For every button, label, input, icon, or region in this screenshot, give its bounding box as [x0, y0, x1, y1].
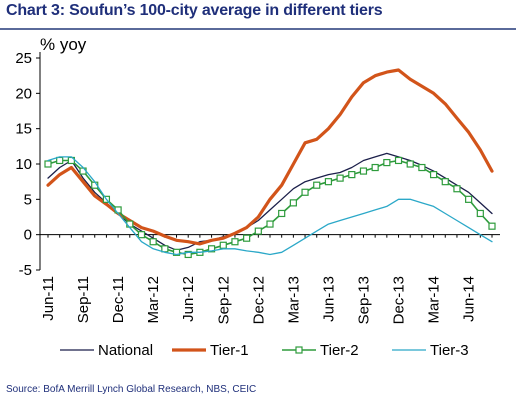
data-point [137, 231, 146, 239]
chart-axes: 25 20 15 10 5 0 -5 % yoy Jun-11 Sep-11 Dec-11 Mar-1… [15, 35, 500, 324]
data-point [149, 238, 157, 246]
x-tick-label: Mar-14 [426, 276, 443, 324]
y-tick-label: 15 [15, 121, 32, 138]
data-point [56, 156, 64, 165]
legend-label-tier-1: Tier-1 [210, 342, 249, 359]
series-line-tier-1 [46, 68, 494, 246]
y-tick-label: -5 [19, 262, 32, 279]
data-point [266, 220, 274, 228]
data-point [418, 163, 426, 172]
x-tick-label: Jun-12 [180, 276, 197, 322]
x-tick-label: Mar-12 [145, 276, 162, 324]
legend-label-tier-3: Tier-3 [430, 342, 469, 359]
data-point [336, 174, 344, 182]
x-tick-label: Jun-11 [40, 276, 57, 321]
x-tick-label: Mar-13 [285, 276, 302, 324]
data-point [406, 160, 414, 168]
y-tick-label: 25 [15, 50, 32, 67]
x-tick-label: Sep-11 [75, 276, 92, 323]
chart-title: Chart 3: Soufun’s 100-city average in di… [6, 2, 383, 19]
x-tick-label: Dec-12 [250, 276, 267, 324]
data-point [313, 181, 321, 189]
data-point [219, 241, 227, 249]
data-point [348, 171, 356, 179]
line-chart: 25 20 15 10 5 0 -5 % yoy Jun-11 Sep-11 Dec-11 Mar-1… [15, 35, 500, 359]
y-tick-label: 5 [24, 191, 32, 208]
title-divider [0, 28, 516, 30]
data-point [172, 248, 181, 256]
data-point [465, 195, 473, 203]
legend-label-national: National [98, 342, 153, 359]
x-tick-label: Dec-11 [110, 276, 127, 323]
data-point [359, 167, 368, 175]
x-tick-label: Sep-12 [215, 276, 232, 324]
legend-marker [295, 346, 303, 354]
data-point [231, 238, 239, 246]
data-point [488, 222, 496, 230]
data-point [243, 234, 251, 242]
data-point [441, 178, 449, 186]
data-point [207, 245, 216, 253]
data-point [184, 250, 192, 259]
data-point [394, 156, 403, 165]
data-point [429, 171, 438, 179]
y-axis-unit-label: % yoy [40, 35, 87, 54]
data-point [79, 167, 87, 175]
data-point [161, 245, 169, 253]
data-point [44, 160, 52, 168]
y-tick-label: 10 [15, 156, 32, 173]
data-point [254, 227, 262, 235]
data-point [114, 206, 122, 214]
chart-legend: National Tier-1 Tier-2 Tier-3 [60, 342, 469, 359]
data-point [278, 209, 286, 218]
x-tick-label: Jun-13 [320, 276, 337, 322]
x-tick-label: Dec-13 [391, 276, 408, 324]
data-point [453, 185, 461, 193]
series-layer [44, 68, 496, 259]
y-tick-label: 0 [24, 227, 32, 244]
legend-label-tier-2: Tier-2 [320, 342, 359, 359]
y-tick-label: 20 [15, 85, 32, 102]
x-tick-label: Sep-13 [355, 276, 372, 324]
data-point [289, 199, 297, 207]
data-point [383, 158, 391, 167]
data-point [371, 163, 379, 172]
source-note: Source: BofA Merrill Lynch Global Resear… [6, 384, 257, 395]
x-tick-label: Jun-14 [461, 276, 478, 322]
data-point [476, 209, 484, 218]
series-line-tier-3 [47, 156, 493, 256]
data-point [301, 188, 309, 196]
data-point [324, 178, 333, 186]
